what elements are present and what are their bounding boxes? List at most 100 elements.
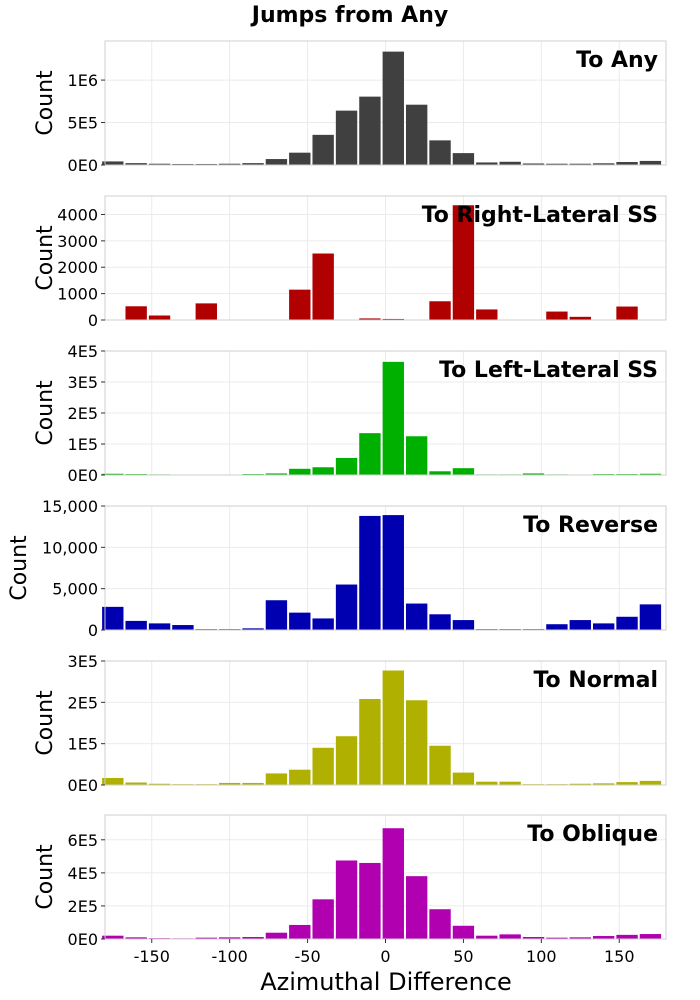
histogram-bar [429, 301, 451, 320]
histogram-bar [429, 140, 451, 165]
panel-0: 0E0 5E5 1E6 Count To Any [33, 40, 667, 175]
y-tick-label: 1E6 [68, 71, 98, 90]
histogram-bar [522, 163, 545, 165]
histogram-bar [452, 205, 475, 320]
histogram-bar [639, 160, 662, 165]
histogram-bar [569, 937, 591, 939]
histogram-bar [289, 924, 311, 939]
y-axis-label: Count [33, 690, 58, 756]
x-tick-label: 100 [526, 947, 557, 966]
histogram-bar [102, 777, 124, 785]
histogram-bar [499, 934, 521, 939]
histogram-bar [335, 584, 358, 630]
y-tick-label: 0 [88, 621, 98, 640]
x-axis: -150 -100 -50 0 50 100 150 [134, 939, 635, 966]
histogram-bar [382, 51, 404, 165]
histogram-bar [452, 468, 475, 475]
histogram-bar [102, 935, 124, 939]
y-axis-label: Count [33, 380, 58, 446]
histogram-bar [452, 153, 475, 165]
histogram-bar [312, 899, 334, 939]
panel-title: To Any [576, 48, 658, 73]
histogram-bar [569, 620, 591, 630]
x-tick-label: -150 [134, 947, 170, 966]
x-tick-label: -50 [295, 947, 321, 966]
histogram-bar [312, 467, 334, 475]
histogram-bar [312, 134, 334, 165]
y-tick-label: 15,000 [42, 497, 98, 516]
histogram-bar [148, 163, 171, 165]
histogram-bar [335, 457, 358, 475]
histogram-bar [102, 161, 124, 165]
histogram-bar [405, 603, 428, 630]
histogram-bar [265, 600, 288, 630]
y-tick-label: 0E0 [68, 466, 98, 485]
histogram-bar [102, 606, 124, 630]
histogram-bar [242, 937, 264, 939]
histogram-bar [452, 772, 475, 785]
histogram-bar [195, 303, 217, 320]
histogram-bar [359, 318, 381, 320]
histogram-bar [592, 623, 615, 630]
y-tick-label: 0E0 [68, 776, 98, 795]
y-tick-label: 0E0 [68, 156, 98, 175]
panel-title: To Left-Lateral SS [439, 358, 658, 383]
histogram-bar [335, 860, 358, 939]
histogram-bar [359, 515, 381, 630]
y-tick-label: 1E5 [68, 735, 98, 754]
y-tick-label: 3E5 [68, 373, 98, 392]
histogram-bar [218, 163, 241, 165]
histogram-bar [289, 152, 311, 165]
x-axis-label: Azimuthal Difference [260, 968, 512, 996]
histogram-bar [242, 782, 264, 785]
y-tick-label: 2000 [57, 258, 98, 277]
histogram-bar [218, 782, 241, 785]
histogram-bar [265, 159, 288, 165]
histogram-bar [592, 783, 615, 785]
histogram-bar [592, 936, 615, 939]
histogram-bar [499, 161, 521, 165]
histogram-bar [569, 783, 591, 785]
y-tick-label: 6E5 [68, 831, 98, 850]
histogram-bar [616, 934, 638, 939]
histogram-bar [312, 618, 334, 630]
y-tick-label: 5E5 [68, 114, 98, 133]
histogram-bar [616, 782, 638, 785]
histogram-bar [335, 110, 358, 165]
y-tick-label: 3000 [57, 232, 98, 251]
panel-title: To Normal [533, 668, 658, 693]
panel-2: 0E0 1E5 2E5 3E5 4E5 Count To Left-Lateral SS [33, 342, 667, 485]
histogram-bar [546, 937, 568, 939]
histogram-bar [125, 306, 147, 320]
histogram-bar [592, 163, 615, 165]
panel-5: 0E0 2E5 4E5 6E5 Count To Oblique [33, 814, 667, 949]
histogram-bar [359, 96, 381, 165]
histogram-bar [569, 163, 591, 165]
histogram-bar [382, 361, 404, 475]
y-tick-label: 1E5 [68, 435, 98, 454]
histogram-bar [429, 745, 451, 785]
histogram-bar [546, 311, 568, 320]
y-tick-label: 3E5 [68, 652, 98, 671]
histogram-bar [639, 934, 662, 939]
panel-border [104, 40, 667, 166]
histogram-bar [289, 468, 311, 475]
histogram-bar [242, 163, 264, 165]
histogram-bar [148, 623, 171, 630]
y-tick-label: 5,000 [52, 580, 98, 599]
y-axis-label: Count [33, 225, 58, 291]
panel-border [104, 505, 667, 631]
histogram-bar [359, 862, 381, 939]
panel-title: To Right-Lateral SS [422, 203, 658, 228]
histogram-bar [265, 773, 288, 785]
histogram-bar [382, 318, 404, 320]
histogram-bar [405, 104, 428, 165]
y-tick-label: 0 [88, 311, 98, 330]
histogram-bar [148, 783, 171, 785]
y-tick-label: 0E0 [68, 930, 98, 949]
y-tick-label: 2E5 [68, 404, 98, 423]
y-tick-label: 2E5 [68, 897, 98, 916]
y-axis-label: Count [33, 70, 58, 136]
